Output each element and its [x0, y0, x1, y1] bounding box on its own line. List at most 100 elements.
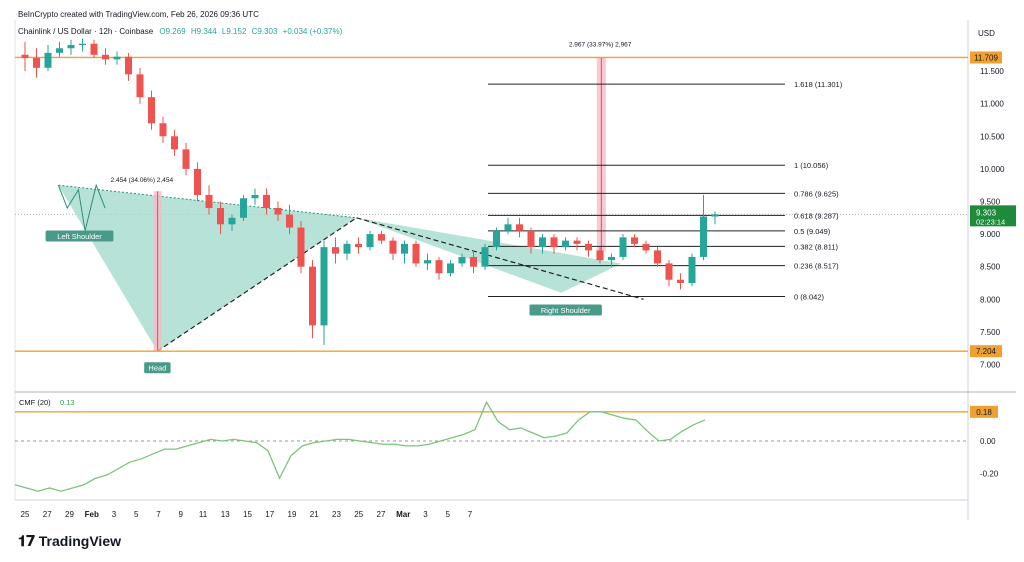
candle-body: [33, 58, 40, 68]
left-shoulder-outline: [57, 183, 106, 231]
candle-body: [688, 256, 696, 283]
price-tick-label: 11.500: [980, 67, 1004, 76]
fib-level-label: 0.236 (8.517): [794, 262, 839, 271]
candle-body: [619, 237, 627, 257]
fib-level-label: 0.5 (9.049): [794, 227, 831, 236]
candle-body: [102, 54, 109, 60]
tradingview-logo[interactable]: 𝟏7 TradingView: [18, 532, 121, 550]
candle-body: [205, 194, 213, 209]
cmf-tick-label: -0.20: [980, 469, 999, 478]
candle-body: [217, 208, 224, 225]
candle-body: [631, 237, 638, 244]
head-triangle-fill: [58, 185, 357, 352]
time-tick-label: 3: [423, 510, 428, 519]
fib-level-label: 0.786 (9.625): [794, 189, 839, 198]
fib-level-label: 1.618 (11.301): [794, 80, 843, 89]
candle-body: [378, 234, 385, 241]
candle-body: [355, 243, 362, 248]
candle-body: [136, 74, 144, 98]
candle-body: [320, 247, 328, 326]
candle-body: [539, 237, 546, 248]
candle-body: [309, 266, 316, 326]
pattern-label-box: [144, 362, 171, 374]
candle-body: [665, 263, 673, 280]
candle-body: [228, 217, 236, 225]
time-tick-label: 21: [310, 510, 319, 519]
candle-body: [67, 45, 75, 49]
candle-body: [79, 43, 86, 46]
candle-body: [343, 243, 351, 254]
level-price-tag-label: 11.709: [974, 53, 998, 62]
candle-body: [654, 250, 661, 264]
cmf-title: CMF (20): [19, 398, 51, 407]
cmf-tick-label: 0.00: [980, 437, 996, 446]
candle-body: [125, 56, 132, 75]
candle-body: [424, 260, 431, 264]
tradingview-logo-icon: 𝟏7: [18, 532, 36, 550]
time-tick-label: 5: [134, 510, 139, 519]
pattern-label-text: Left Shoulder: [57, 232, 102, 241]
measure-label-1: 2.454 (34.06%) 2,454: [111, 177, 174, 184]
time-tick-label: 29: [65, 510, 74, 519]
level-price-tag: [970, 51, 1002, 64]
price-tick-label: 10.500: [980, 132, 1005, 141]
candle-body: [562, 240, 569, 248]
candle-body: [596, 250, 604, 261]
last-price-value: 9.303: [976, 208, 997, 217]
ohlc-high: H9.344: [190, 27, 217, 36]
time-tick-label: 25: [354, 510, 363, 519]
time-tick-label: 15: [243, 510, 252, 519]
candle-body: [297, 227, 305, 267]
time-tick-label: 11: [199, 510, 208, 519]
candle-body: [148, 97, 155, 124]
candle-body: [481, 247, 489, 267]
fib-level-label: 0 (8.042): [794, 293, 825, 302]
currency-label: USD: [978, 29, 995, 38]
price-tick-label: 7.000: [980, 361, 1001, 370]
candle-body: [516, 224, 523, 231]
candle-body: [240, 198, 247, 218]
symbol-title: Chainlink / US Dollar · 12h · Coinbase: [18, 27, 154, 36]
price-tick-label: 10.000: [980, 165, 1005, 174]
candle-body: [90, 43, 98, 55]
level-price-tag-label: 7.204: [976, 347, 997, 356]
fib-level-label: 1 (10.056): [794, 161, 829, 170]
symbol-info[interactable]: Chainlink / US Dollar · 12h · Coinbase O…: [18, 27, 345, 36]
candle-body: [677, 279, 684, 283]
time-tick-label: 19: [288, 510, 297, 519]
candle-body: [21, 54, 29, 59]
time-tick-label: 17: [265, 510, 274, 519]
candle-body: [389, 240, 397, 254]
time-tick-label: 13: [221, 510, 230, 519]
fib-level-label: 0.618 (9.287): [794, 211, 839, 220]
candle-body: [412, 243, 420, 264]
cmf-reference-tag: [970, 405, 998, 418]
tradingview-logo-text: TradingView: [38, 533, 121, 549]
time-tick-label: Feb: [85, 510, 99, 519]
price-tick-label: 11.000: [980, 100, 1004, 109]
candle-body: [470, 256, 477, 267]
time-tick-label: 25: [21, 510, 30, 519]
candle-body: [332, 247, 339, 254]
ohlc-close: C9.303: [251, 27, 278, 36]
candle-body: [251, 194, 259, 199]
price-tick-label: 8.500: [980, 263, 1001, 272]
time-tick-label: 27: [377, 510, 386, 519]
candle-body: [550, 237, 558, 248]
candle-body: [573, 240, 581, 244]
fib-level-label: 0.382 (8.811): [794, 242, 839, 251]
candle-body: [113, 56, 121, 60]
candle-body: [493, 230, 500, 248]
price-tick-label: 9.500: [980, 198, 1001, 207]
candle-body: [401, 243, 408, 254]
time-tick-label: 9: [179, 510, 184, 519]
candle-body: [171, 136, 178, 150]
candle-body: [159, 123, 167, 137]
pattern-label-text: Right Shoulder: [541, 306, 591, 315]
price-tick-label: 9.000: [980, 230, 1001, 239]
candle-body: [286, 214, 293, 228]
measure-label-2: 2.967 (33.97%) 2,967: [569, 41, 632, 48]
candle-body: [504, 224, 512, 231]
last-price-countdown: 02:23:14: [976, 217, 1005, 226]
time-tick-label: 7: [156, 510, 161, 519]
